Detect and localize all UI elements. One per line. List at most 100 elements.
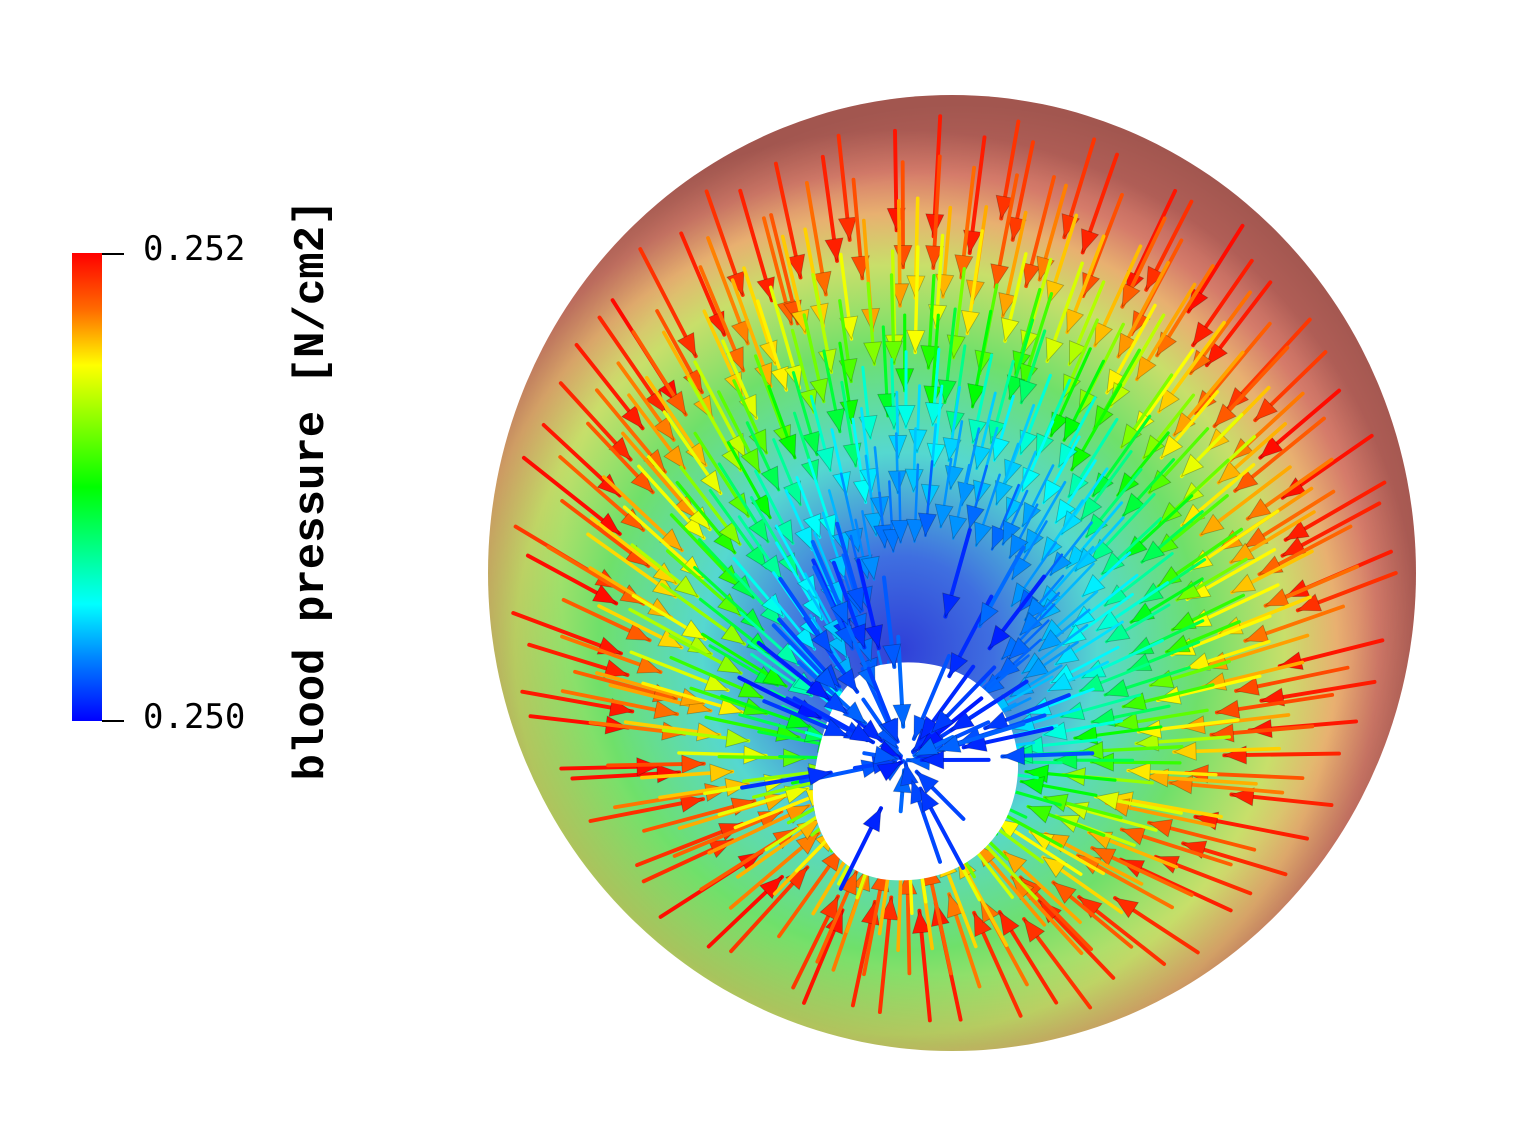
arrow-head bbox=[630, 469, 654, 494]
arrow-head bbox=[786, 253, 806, 279]
arrow-head bbox=[774, 519, 794, 545]
arrow-head bbox=[920, 750, 945, 770]
arrow-head bbox=[1215, 699, 1241, 719]
arrow-head bbox=[913, 737, 939, 756]
arrow-head bbox=[625, 622, 651, 641]
arrow-head bbox=[1024, 657, 1050, 679]
arrow-head bbox=[967, 382, 987, 408]
arrow-head bbox=[999, 911, 1020, 937]
arrow-head bbox=[1254, 397, 1278, 421]
arrow-head bbox=[824, 237, 844, 262]
arrow-head bbox=[908, 429, 928, 453]
arrow-head bbox=[1071, 605, 1096, 628]
arrow-head bbox=[892, 703, 912, 728]
arrow-head bbox=[679, 793, 705, 813]
arrow-head bbox=[759, 602, 783, 627]
arrow-head bbox=[925, 245, 945, 270]
arrow-head bbox=[822, 718, 849, 737]
arrow-head bbox=[720, 623, 746, 645]
arrow-head bbox=[743, 745, 768, 765]
arrow-head bbox=[998, 292, 1018, 318]
arrow-head bbox=[770, 365, 789, 392]
arrow-head bbox=[740, 447, 760, 473]
arrow-head bbox=[1206, 341, 1229, 367]
arrow-head bbox=[858, 719, 883, 742]
arrow-head bbox=[653, 700, 679, 720]
arrow-head bbox=[756, 276, 775, 302]
arrow-head bbox=[1127, 762, 1151, 782]
arrow-head bbox=[1066, 307, 1085, 334]
arrow-head bbox=[1004, 458, 1023, 484]
arrow-head bbox=[819, 895, 839, 921]
arrow-head bbox=[1117, 332, 1138, 358]
arrow-head bbox=[931, 709, 955, 734]
arrow-head bbox=[1158, 387, 1180, 413]
arrow-head bbox=[1160, 434, 1184, 459]
arrow-head bbox=[984, 711, 1010, 729]
arrow-head bbox=[926, 442, 946, 468]
arrow-head bbox=[730, 319, 749, 345]
arrow-head bbox=[812, 270, 832, 296]
arrow-head bbox=[713, 529, 736, 554]
arrow-head bbox=[995, 194, 1015, 220]
arrow-head bbox=[1094, 321, 1114, 347]
arrow-head bbox=[775, 642, 800, 666]
arrow-head bbox=[1052, 881, 1077, 905]
colorbar-tick-min bbox=[102, 720, 124, 722]
arrow-head bbox=[725, 728, 750, 748]
arrow-head bbox=[880, 717, 899, 743]
arrow-head bbox=[852, 478, 872, 504]
arrow-head bbox=[778, 433, 797, 459]
arrow-head bbox=[883, 340, 903, 365]
arrow-head bbox=[718, 520, 741, 546]
arrow-head bbox=[805, 677, 830, 700]
arrow-head bbox=[1172, 741, 1197, 761]
arrow-head bbox=[1120, 827, 1146, 846]
arrow-head bbox=[1027, 805, 1053, 824]
arrow-head bbox=[961, 309, 981, 335]
arrow-head bbox=[802, 595, 823, 621]
arrow-head bbox=[1022, 262, 1041, 288]
arrow-head bbox=[950, 710, 975, 731]
arrow-head bbox=[1079, 740, 1104, 761]
arrow-head bbox=[906, 329, 926, 354]
arrow-head bbox=[890, 519, 910, 544]
arrow-head bbox=[1213, 403, 1237, 427]
arrow-head bbox=[1230, 573, 1257, 593]
arrow-head bbox=[760, 554, 782, 580]
arrow-head bbox=[1200, 513, 1225, 536]
arrow-head bbox=[674, 575, 699, 598]
arrow-head bbox=[896, 404, 916, 429]
arrow-head bbox=[785, 710, 811, 729]
arrow-head bbox=[740, 607, 764, 631]
colorbar-tick-max bbox=[102, 253, 124, 255]
arrow-head bbox=[652, 416, 675, 441]
arrow-head bbox=[966, 504, 985, 530]
arrow-head bbox=[864, 624, 884, 650]
arrow-head bbox=[665, 390, 687, 416]
arrow-head bbox=[1061, 510, 1083, 535]
arrow-head bbox=[846, 586, 865, 612]
arrow-head bbox=[1002, 519, 1021, 546]
arrow-head bbox=[1244, 624, 1270, 643]
arrow-head bbox=[973, 911, 993, 938]
colorbar-min-label: 0.250 bbox=[143, 697, 246, 737]
arrow-head bbox=[942, 592, 961, 618]
arrow-head bbox=[621, 404, 644, 430]
arrow-head bbox=[636, 655, 662, 674]
arrow-head bbox=[1114, 897, 1139, 919]
arrow-head bbox=[1047, 672, 1073, 692]
arrow-head bbox=[936, 734, 962, 753]
arrow-head bbox=[915, 771, 940, 795]
arrow-head bbox=[1122, 692, 1148, 711]
arrow-head bbox=[725, 346, 744, 372]
arrow-head bbox=[1020, 776, 1045, 796]
arrow-head bbox=[1054, 644, 1080, 665]
arrow-head bbox=[721, 445, 742, 472]
arrow-head bbox=[681, 754, 705, 774]
arrow-head bbox=[1029, 831, 1055, 852]
velocity-arrows-front bbox=[737, 521, 1095, 891]
arrow-head bbox=[1019, 378, 1038, 404]
arrow-head bbox=[882, 643, 902, 668]
